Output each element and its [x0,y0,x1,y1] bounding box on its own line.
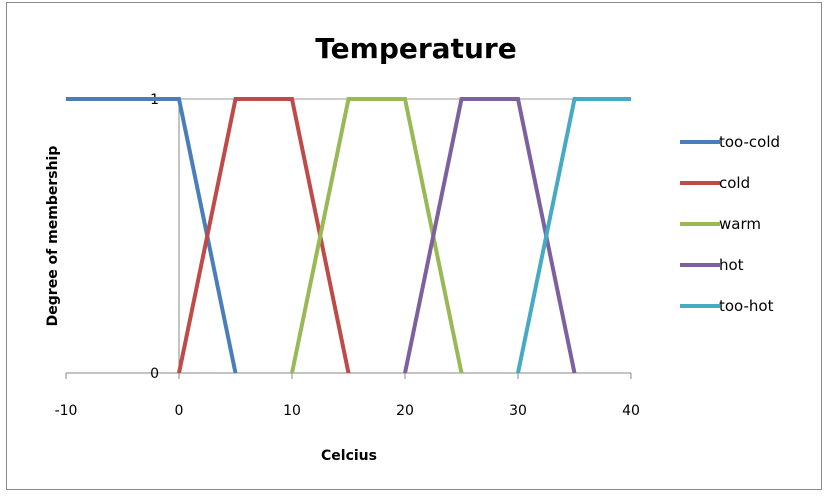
series-layer [66,97,631,374]
legend-item: cold [680,174,750,192]
legend-item: too-cold [680,133,780,151]
legend-label: warm [719,215,761,233]
legend-label: too-cold [719,133,780,151]
legend-item: warm [680,215,761,233]
x-tick-label: 10 [283,403,301,419]
x-tick-label: 30 [509,403,527,419]
series-line-hot [403,97,577,374]
x-tick-label: -10 [55,403,78,419]
chart-container [6,2,822,490]
y-axis-title: Degree of membership [45,146,61,327]
legend-label: cold [719,174,750,192]
series-line-cold [177,97,351,374]
legend: too-cold cold warm hot too-hot [680,133,780,315]
legend-label: hot [719,256,744,274]
x-tick-label: 40 [622,403,640,419]
legend-item: hot [680,256,744,274]
x-tick-label: 0 [175,403,184,419]
y-tick-label: 0 [150,366,159,382]
legend-label: too-hot [719,297,774,315]
x-tick-label: 20 [396,403,414,419]
series-line-too-cold [66,97,238,374]
chart-title: Temperature [315,32,516,65]
series-line-too-hot [516,97,631,374]
series-line-warm [290,97,464,374]
legend-item: too-hot [680,297,774,315]
x-axis-title: Celcius [321,448,377,464]
